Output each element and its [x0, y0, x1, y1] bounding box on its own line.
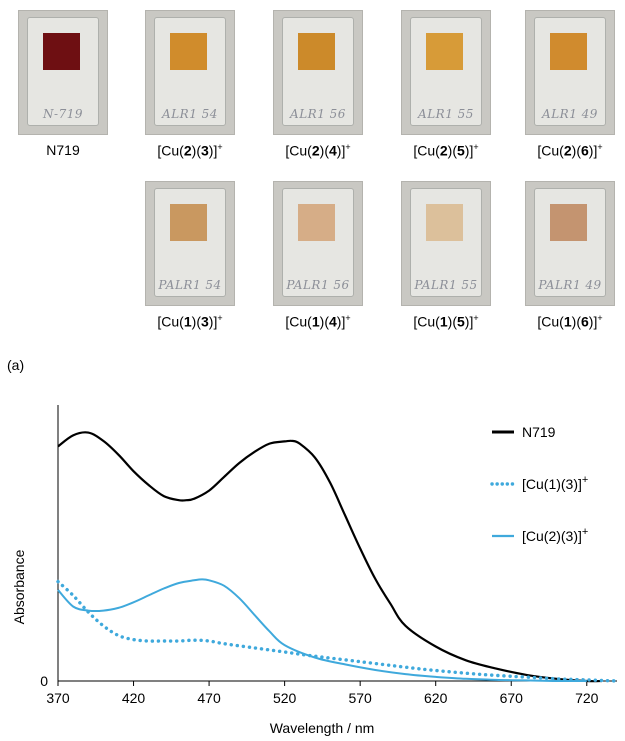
photo-caption: [Cu(2)(6)]+ [537, 142, 603, 159]
chart-series [56, 431, 619, 683]
handwritten-label: PALR1 49 [538, 278, 602, 292]
photo-tile-n719: N-719 N719 [15, 10, 111, 158]
sample-slide-photo: PALR1 54 [145, 181, 235, 306]
photo-tile-cu2-5: ALR1 55 [Cu(2)(5)]+ [398, 10, 494, 159]
photo-tile-cu1-5: PALR1 55 [Cu(1)(5)]+ [398, 181, 494, 330]
sample-slide-photo: N-719 [18, 10, 108, 135]
handwritten-label: PALR1 55 [414, 278, 478, 292]
x-tick-label: 370 [46, 690, 70, 706]
handwritten-label: ALR1 49 [542, 107, 598, 121]
dye-square [550, 204, 587, 241]
photo-tile-cu1-4: PALR1 56 [Cu(1)(4)]+ [270, 181, 366, 330]
x-tick-label: 720 [575, 690, 599, 706]
handwritten-label: N-719 [43, 107, 83, 121]
series-line-n719 [57, 431, 602, 683]
sample-slide-photo: ALR1 56 [273, 10, 363, 135]
photo-caption: [Cu(2)(5)]+ [413, 142, 479, 159]
photo-tile-cu2-4: ALR1 56 [Cu(2)(4)]+ [270, 10, 366, 159]
x-axis-label: Wavelength / nm [270, 720, 375, 736]
photo-caption: [Cu(1)(3)]+ [157, 313, 223, 330]
dye-square [426, 204, 463, 241]
sample-slide-photo: ALR1 49 [525, 10, 615, 135]
dye-square [550, 33, 587, 70]
handwritten-label: ALR1 54 [162, 107, 218, 121]
y-axis-label: Absorbance [11, 549, 27, 624]
legend-label-n719: N719 [522, 424, 556, 440]
photo-caption: [Cu(1)(5)]+ [413, 313, 479, 330]
chart-legend: N719 [Cu(1)(3)]+ [Cu(2)(3)]+ [490, 424, 588, 544]
x-tick-label: 620 [424, 690, 448, 706]
sample-slide-photo: PALR1 49 [525, 181, 615, 306]
x-tick-label: 420 [122, 690, 146, 706]
photo-caption: [Cu(2)(4)]+ [285, 142, 351, 159]
y-tick-label: 0 [40, 673, 48, 689]
sample-photos: N-719 N719 ALR1 54 [Cu(2)(3)]+ ALR1 56 [… [0, 0, 625, 345]
dye-square [298, 33, 335, 70]
dye-square [43, 33, 80, 70]
photo-tile-cu1-3: PALR1 54 [Cu(1)(3)]+ [142, 181, 238, 330]
handwritten-label: PALR1 56 [286, 278, 350, 292]
x-tick-label: 670 [500, 690, 524, 706]
sample-slide-photo: PALR1 56 [273, 181, 363, 306]
photo-caption: [Cu(1)(6)]+ [537, 313, 603, 330]
sample-slide-photo: ALR1 55 [401, 10, 491, 135]
dye-square [426, 33, 463, 70]
dye-square [170, 204, 207, 241]
handwritten-label: ALR1 56 [290, 107, 346, 121]
x-tick-label: 570 [348, 690, 372, 706]
x-tick-label: 520 [273, 690, 297, 706]
panel-label: (a) [7, 357, 25, 373]
chart-axes: 370 420 470 520 570 620 670 720 0 [40, 405, 617, 706]
sample-slide-photo: ALR1 54 [145, 10, 235, 135]
series-line-cu-1-3 [56, 579, 619, 683]
x-tick-label: 470 [197, 690, 221, 706]
photo-tile-cu1-6: PALR1 49 [Cu(1)(6)]+ [522, 181, 618, 330]
legend-label-cu-2-3: [Cu(2)(3)]+ [522, 526, 588, 544]
series-line-cu-2-3 [57, 578, 587, 683]
photo-tile-cu2-3: ALR1 54 [Cu(2)(3)]+ [142, 10, 238, 159]
photo-caption: [Cu(2)(3)]+ [157, 142, 223, 159]
handwritten-label: PALR1 54 [158, 278, 222, 292]
dye-square [170, 33, 207, 70]
photo-caption: N719 [46, 142, 80, 158]
legend-label-cu-1-3: [Cu(1)(3)]+ [522, 474, 588, 492]
sample-slide-photo: PALR1 55 [401, 181, 491, 306]
photo-caption: [Cu(1)(4)]+ [285, 313, 351, 330]
dye-square [298, 204, 335, 241]
photo-tile-cu2-6: ALR1 49 [Cu(2)(6)]+ [522, 10, 618, 159]
absorbance-chart: 370 420 470 520 570 620 670 720 0 N719 [Cu(1)(3)]… [11, 405, 619, 736]
handwritten-label: ALR1 55 [418, 107, 474, 121]
